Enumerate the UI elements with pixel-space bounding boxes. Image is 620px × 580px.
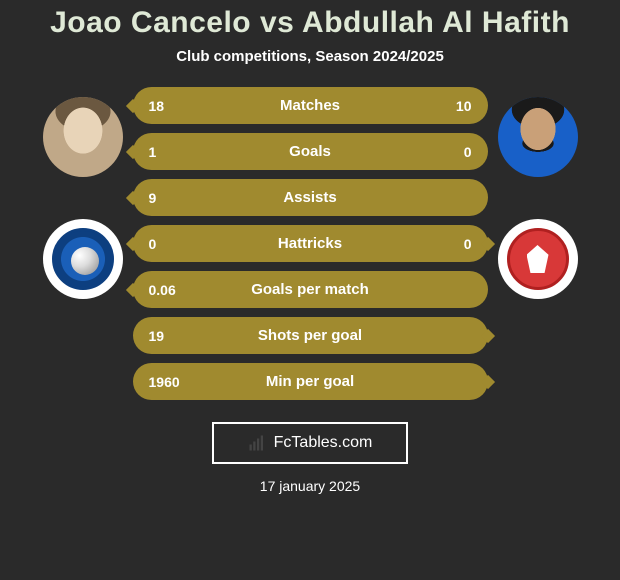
footer-brand-box: FcTables.com	[212, 422, 409, 464]
footer-brand-text: FcTables.com	[274, 434, 373, 452]
stat-row: 18 Matches 10	[133, 87, 488, 124]
right-player-column	[498, 87, 578, 299]
winner-tick-left-icon	[125, 144, 139, 158]
stat-value-left: 1960	[149, 374, 180, 390]
player-right-face-icon	[498, 97, 578, 177]
winner-tick-left-icon	[125, 190, 139, 204]
date-line: 17 january 2025	[260, 478, 360, 494]
winner-tick-right-icon	[480, 374, 494, 388]
stat-label: Assists	[283, 189, 336, 206]
player-left-face-icon	[43, 97, 123, 177]
stat-label: Hattricks	[278, 235, 342, 252]
winner-tick-left-icon	[125, 282, 139, 296]
stat-label: Shots per goal	[258, 327, 362, 344]
stat-row: 0 Hattricks 0	[133, 225, 488, 262]
stat-value-right: 0	[464, 236, 472, 252]
stat-row: 0.06 Goals per match	[133, 271, 488, 308]
winner-tick-left-icon	[125, 98, 139, 112]
comparison-card: Joao Cancelo vs Abdullah Al Hafith Club …	[0, 0, 620, 580]
winner-tick-right-icon	[480, 328, 494, 342]
page-title: Joao Cancelo vs Abdullah Al Hafith	[50, 6, 570, 40]
stat-label: Goals	[289, 143, 331, 160]
stat-row: 1 Goals 0	[133, 133, 488, 170]
stats-column: 18 Matches 10 1 Goals 0 9 Assists 0 Hattricks 0 0.0…	[133, 87, 488, 400]
al-hilal-badge-icon	[52, 228, 114, 290]
stat-label: Min per goal	[266, 373, 354, 390]
stat-value-left: 1	[149, 144, 157, 160]
page-subtitle: Club competitions, Season 2024/2025	[176, 48, 444, 65]
stat-value-right: 0	[464, 144, 472, 160]
player-left-avatar	[43, 97, 123, 177]
stat-row: 19 Shots per goal	[133, 317, 488, 354]
comparison-body: 18 Matches 10 1 Goals 0 9 Assists 0 Hattricks 0 0.0…	[0, 87, 620, 400]
stat-value-left: 19	[149, 328, 165, 344]
stat-value-left: 18	[149, 98, 165, 114]
stat-value-left: 0.06	[149, 282, 176, 298]
stat-label: Goals per match	[251, 281, 369, 298]
stat-value-right: 10	[456, 98, 472, 114]
stat-row: 1960 Min per goal	[133, 363, 488, 400]
stat-row: 9 Assists	[133, 179, 488, 216]
stat-value-left: 0	[149, 236, 157, 252]
stat-value-left: 9	[149, 190, 157, 206]
stat-label: Matches	[280, 97, 340, 114]
player-right-avatar	[498, 97, 578, 177]
left-player-column	[43, 87, 123, 299]
winner-tick-left-icon	[125, 236, 139, 250]
player-right-club-badge	[498, 219, 578, 299]
player-left-club-badge	[43, 219, 123, 299]
winner-tick-right-icon	[480, 236, 494, 250]
al-wehda-badge-icon	[507, 228, 569, 290]
fctables-logo-icon	[248, 434, 266, 452]
